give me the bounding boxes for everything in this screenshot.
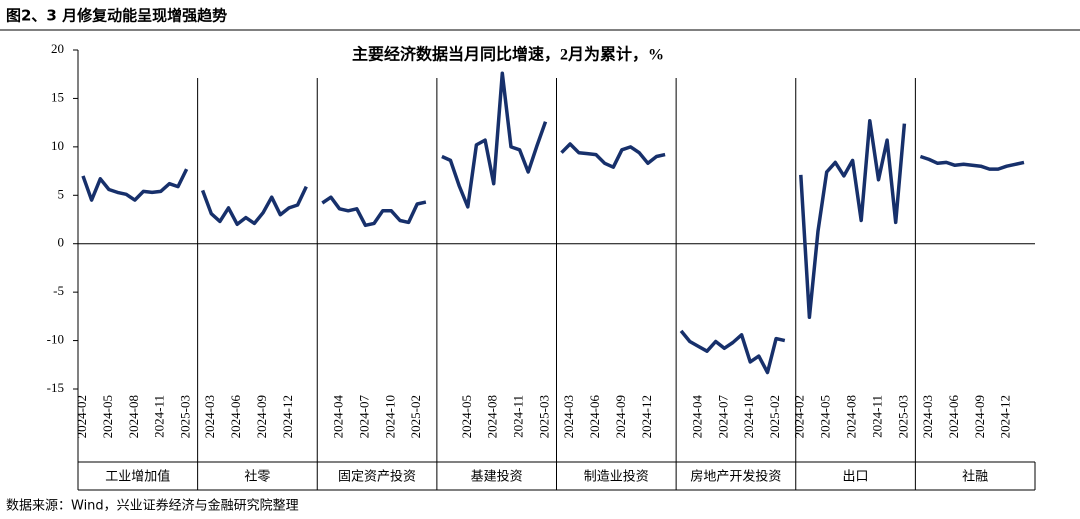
x-tick-label: 2024-10 bbox=[382, 395, 397, 438]
x-tick-label: 2025-03 bbox=[178, 395, 193, 438]
source: 数据来源：Wind，兴业证券经济与金融研究院整理 bbox=[6, 498, 299, 514]
y-tick-label: 0 bbox=[58, 235, 65, 250]
panel-label: 房地产开发投资 bbox=[690, 469, 781, 485]
y-tick-label: 15 bbox=[51, 89, 64, 104]
x-tick-label: 2024-06 bbox=[228, 395, 243, 439]
x-tick-label: 2024-03 bbox=[561, 395, 576, 438]
x-tick-label: 2024-07 bbox=[356, 395, 371, 439]
series-line bbox=[321, 195, 427, 228]
header: 图2、3 月修复动能呈现增强趋势 bbox=[6, 7, 227, 25]
panel-label: 社融 bbox=[962, 469, 988, 485]
series-line bbox=[441, 71, 548, 209]
panel-label: 社零 bbox=[244, 469, 270, 485]
chart-title: 主要经济数据当月同比增速，2月为累计，% bbox=[352, 45, 664, 64]
x-tick-label: 2025-03 bbox=[536, 395, 551, 438]
x-tick-label: 2024-07 bbox=[715, 395, 730, 439]
panel-label: 基建投资 bbox=[471, 469, 523, 485]
x-tick-label: 2025-03 bbox=[895, 395, 910, 438]
x-tick-label: 2024-04 bbox=[331, 395, 346, 439]
x-tick-label: 2024-03 bbox=[920, 395, 935, 438]
x-tick-label: 2024-04 bbox=[689, 395, 704, 439]
x-tick-label: 2024-08 bbox=[126, 395, 141, 438]
x-tick-label: 2024-08 bbox=[844, 395, 859, 438]
x-tick-label: 2024-05 bbox=[100, 395, 115, 438]
x-tick-label: 2024-02 bbox=[74, 395, 89, 438]
x-tick-label: 2024-05 bbox=[459, 395, 474, 438]
x-tick-label: 2024-12 bbox=[280, 395, 295, 438]
x-tick-label: 2024-10 bbox=[741, 395, 756, 438]
x-tick-label: 2024-05 bbox=[818, 395, 833, 438]
x-tick-label: 2025-02 bbox=[767, 395, 782, 438]
x-tick-label: 2024-08 bbox=[485, 395, 500, 438]
x-tick-label: 2024-02 bbox=[792, 395, 807, 438]
y-tick-label: 10 bbox=[51, 138, 64, 153]
x-tick-label: 2024-11 bbox=[511, 395, 526, 438]
x-tick-label: 2024-06 bbox=[946, 395, 961, 439]
x-tick-label: 2024-12 bbox=[998, 395, 1013, 438]
x-tick-label: 2024-06 bbox=[587, 395, 602, 439]
panel-label: 固定资产投资 bbox=[338, 469, 416, 485]
series-line bbox=[81, 168, 189, 202]
y-tick-label: -5 bbox=[53, 283, 64, 298]
series-line bbox=[560, 142, 666, 169]
panel-label: 出口 bbox=[843, 470, 869, 485]
series-line bbox=[799, 118, 907, 320]
series-line bbox=[679, 329, 786, 375]
series-line bbox=[200, 185, 308, 227]
x-tick-label: 2025-02 bbox=[408, 395, 423, 438]
series-line bbox=[919, 154, 1025, 171]
panel-label: 工业增加值 bbox=[105, 469, 170, 485]
x-tick-label: 2024-11 bbox=[152, 395, 167, 438]
x-tick-label: 2024-12 bbox=[639, 395, 654, 438]
x-tick-label: 2024-09 bbox=[972, 395, 987, 438]
y-tick-label: 5 bbox=[58, 186, 65, 201]
x-tick-label: 2024-11 bbox=[869, 395, 884, 438]
x-tick-label: 2024-09 bbox=[254, 395, 269, 438]
x-tick-label: 2024-03 bbox=[202, 395, 217, 438]
y-tick-label: -15 bbox=[47, 380, 64, 395]
y-tick-label: -10 bbox=[47, 332, 64, 347]
panel-label: 制造业投资 bbox=[584, 469, 649, 485]
y-tick-label: 20 bbox=[51, 41, 64, 56]
x-tick-label: 2024-09 bbox=[613, 395, 628, 438]
